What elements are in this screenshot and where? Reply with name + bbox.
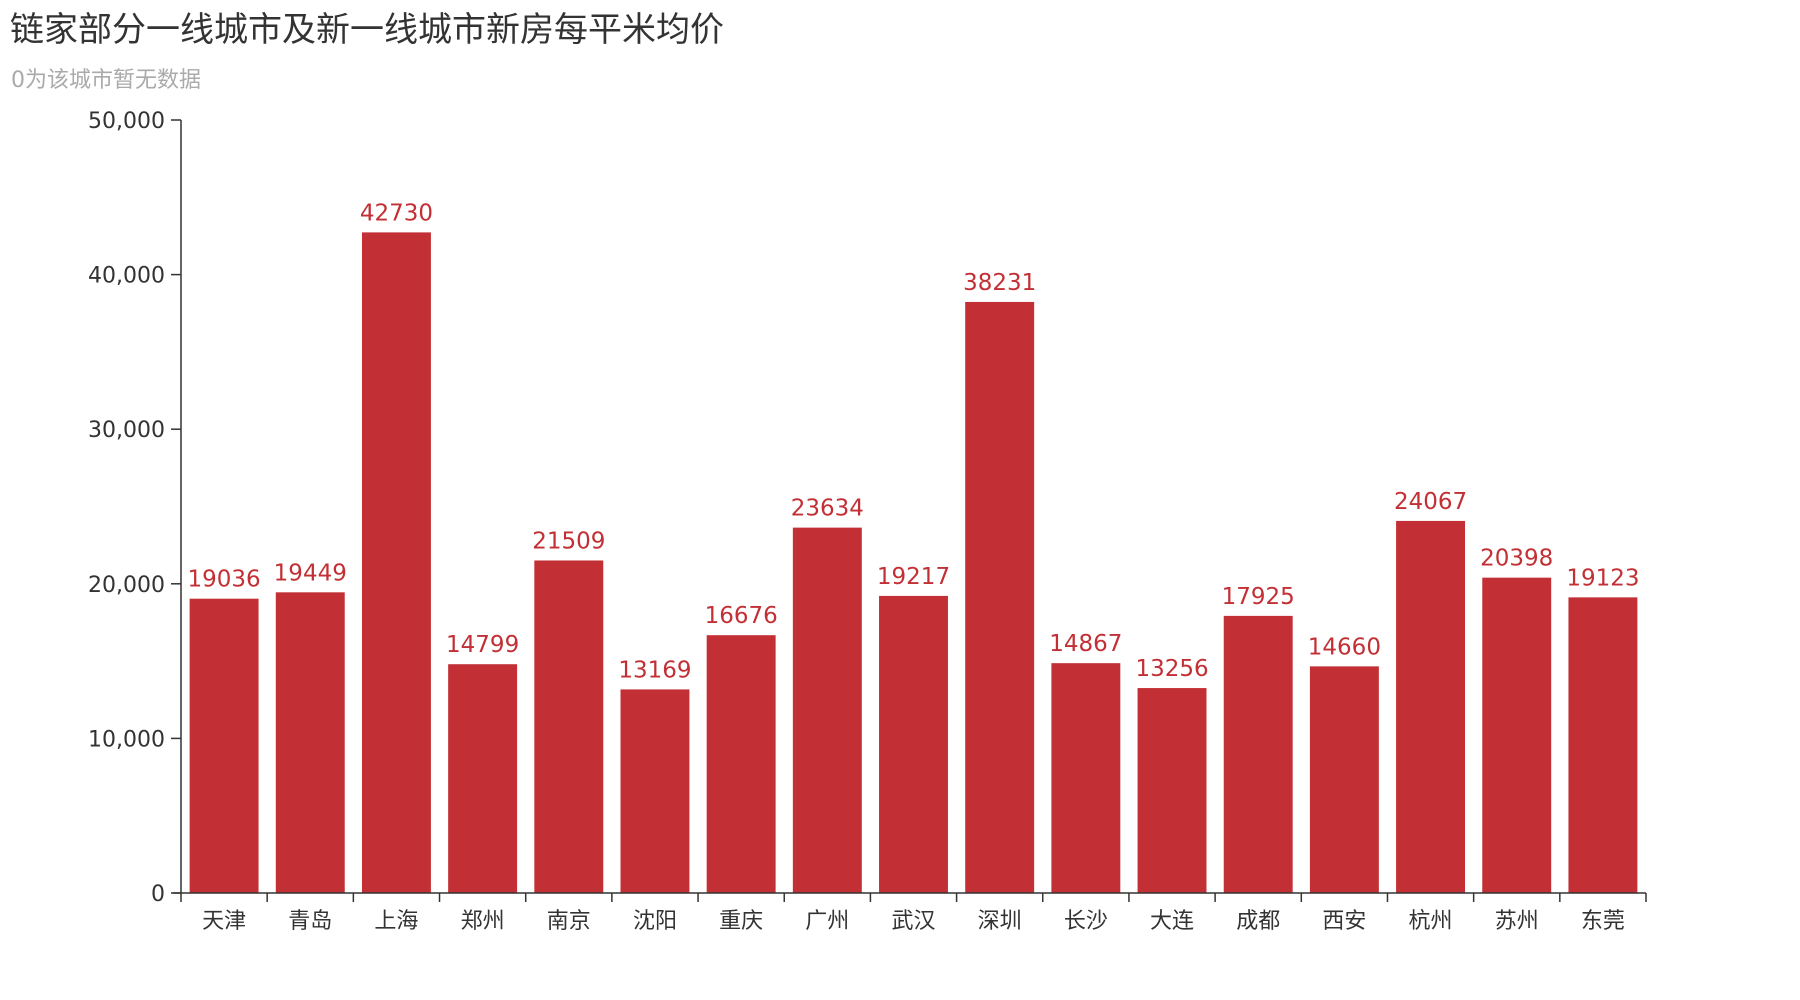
x-tick-label-上海: 上海 [374, 909, 418, 934]
y-tick-label: 20,000 [88, 573, 165, 598]
x-tick-label-大连: 大连 [1150, 909, 1194, 934]
bar-郑州[interactable] [448, 664, 518, 893]
bar-杭州[interactable] [1396, 520, 1466, 893]
x-tick-label-青岛: 青岛 [288, 909, 332, 934]
bar-上海[interactable] [361, 232, 431, 893]
bar-天津[interactable] [189, 598, 259, 893]
data-label-沈阳: 13169 [618, 657, 691, 683]
data-labels-layer: 19036 19449 42730 14799 21509 13169 16676 23634… [188, 200, 1640, 683]
bar-苏州[interactable] [1482, 577, 1552, 893]
bar-武汉[interactable] [879, 595, 948, 893]
x-tick-label-苏州: 苏州 [1495, 909, 1539, 934]
bar-西安[interactable] [1309, 666, 1379, 893]
x-tick-label-深圳: 深圳 [978, 909, 1022, 934]
chart-title: 链家部分一线城市及新一线城市新房每平米均价 [10, 10, 724, 50]
data-label-西安: 14660 [1308, 634, 1381, 660]
bar-广州[interactable] [792, 527, 862, 893]
data-label-大连: 13256 [1135, 656, 1208, 682]
y-tick-label: 50,000 [88, 109, 165, 134]
x-tick-label-重庆: 重庆 [719, 909, 763, 934]
y-tick-label: 10,000 [88, 727, 165, 752]
bar-重庆[interactable] [706, 635, 776, 893]
data-label-杭州: 24067 [1394, 489, 1467, 515]
data-label-广州: 23634 [791, 496, 864, 522]
bars-layer [189, 232, 1638, 893]
bar-南京[interactable] [534, 560, 604, 893]
bar-长沙[interactable] [1051, 663, 1121, 893]
bar-深圳[interactable] [965, 301, 1035, 893]
x-tick-label-沈阳: 沈阳 [633, 909, 677, 934]
x-tick-label-东莞: 东莞 [1581, 909, 1625, 934]
data-label-苏州: 20398 [1480, 546, 1553, 572]
data-label-上海: 42730 [360, 200, 433, 226]
axes-layer: 0 10,000 20,000 30,000 40,000 50,000 天津 青岛 上海 郑州 南… [88, 109, 1647, 934]
x-tick-label-长沙: 长沙 [1064, 909, 1108, 934]
data-label-郑州: 14799 [446, 632, 519, 658]
bar-东莞[interactable] [1568, 597, 1638, 893]
bar-沈阳[interactable] [620, 689, 690, 893]
x-tick-label-天津: 天津 [202, 909, 246, 934]
data-label-深圳: 38231 [963, 270, 1036, 296]
data-label-长沙: 14867 [1049, 631, 1122, 657]
x-tick-label-郑州: 郑州 [461, 909, 505, 934]
y-tick-label: 0 [151, 882, 165, 907]
data-label-武汉: 19217 [877, 564, 950, 590]
x-tick-label-成都: 成都 [1236, 909, 1280, 934]
x-tick-label-杭州: 杭州 [1409, 909, 1453, 934]
data-label-南京: 21509 [532, 528, 605, 554]
x-tick-label-南京: 南京 [547, 909, 591, 934]
data-label-天津: 19036 [188, 567, 261, 593]
data-label-东莞: 19123 [1566, 565, 1639, 591]
y-tick-label: 30,000 [88, 418, 165, 443]
chart-subtitle: 0为该城市暂无数据 [11, 68, 201, 93]
bar-青岛[interactable] [275, 592, 345, 893]
data-label-重庆: 16676 [705, 603, 778, 629]
x-tick-label-武汉: 武汉 [891, 909, 935, 934]
x-tick-label-广州: 广州 [805, 909, 849, 934]
bar-大连[interactable] [1137, 688, 1207, 893]
bar-成都[interactable] [1223, 615, 1293, 893]
x-tick-label-西安: 西安 [1322, 909, 1366, 934]
y-tick-label: 40,000 [88, 264, 165, 289]
data-label-青岛: 19449 [274, 560, 347, 586]
data-label-成都: 17925 [1222, 584, 1295, 610]
